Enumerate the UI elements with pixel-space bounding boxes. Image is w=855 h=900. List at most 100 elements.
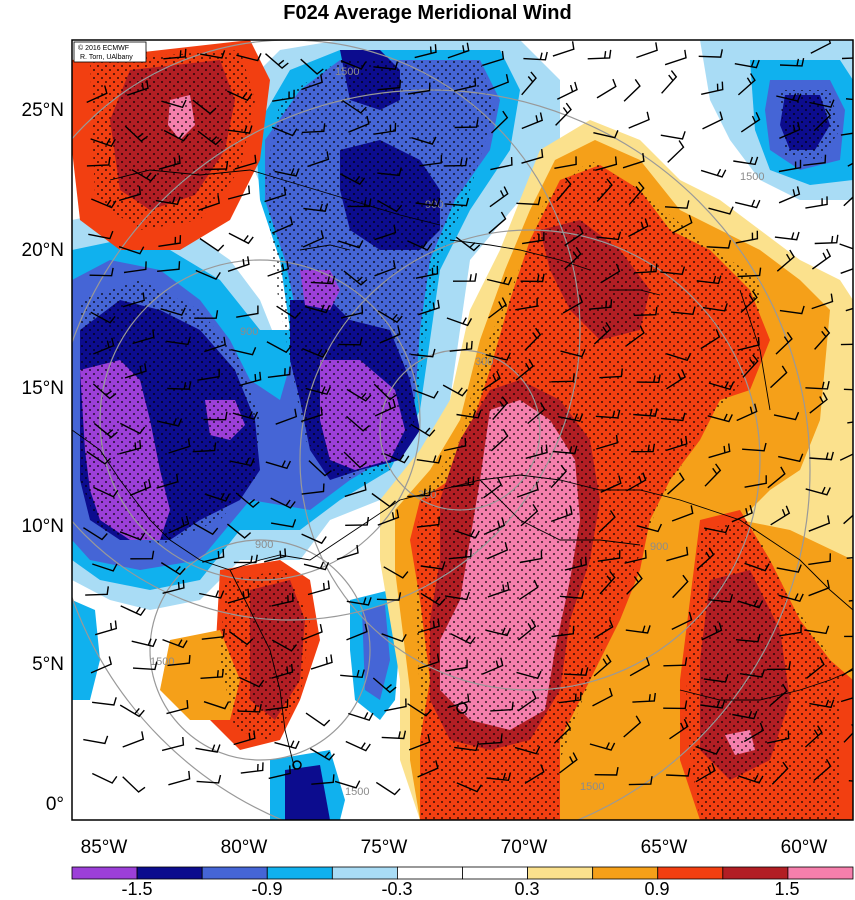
wind-barb [227, 588, 250, 604]
lon-label-80w: 80°W [221, 837, 268, 858]
wind-barb [596, 178, 613, 202]
wind-barb [840, 697, 853, 703]
wind-barb [844, 635, 853, 638]
wind-barb [455, 236, 481, 252]
wind-barb [276, 305, 302, 320]
wind-barb [622, 153, 645, 169]
wind-barb [410, 348, 436, 358]
wind-barb [708, 594, 734, 603]
wind-barb [379, 326, 401, 344]
wind-barb [414, 44, 437, 59]
wind-barb [377, 310, 403, 324]
wind-barb [236, 53, 262, 62]
credit-line-2: R. Torn, UAlbany [80, 54, 133, 61]
ring-label-900-c: 900 [650, 541, 668, 553]
wind-barb [839, 243, 853, 250]
wind-barb [228, 232, 254, 245]
colorbar-swatch-4 [331, 866, 398, 880]
wind-barb [666, 546, 689, 562]
wind-barb [334, 780, 361, 789]
wind-barb [698, 49, 723, 58]
wind-barb [736, 403, 758, 422]
wind-barb [633, 408, 658, 417]
wind-barb [204, 336, 226, 353]
wind-barb [631, 443, 656, 453]
wind-barb [454, 119, 479, 129]
wind-barb [342, 100, 367, 114]
wind-barb [811, 248, 832, 270]
wind-barb [636, 523, 663, 533]
wind-barb [517, 618, 537, 641]
wind-barb [268, 765, 291, 780]
longitude-labels: 85°W 80°W 75°W 70°W 65°W 60°W [81, 837, 828, 858]
stipple-northeast [780, 90, 840, 160]
wind-barb [665, 435, 688, 452]
wind-barb [672, 574, 689, 599]
wind-barb [628, 218, 649, 238]
wind-barb [553, 721, 572, 744]
wind-barb [624, 549, 647, 564]
wind-barb [843, 514, 853, 525]
wind-barb [92, 383, 117, 400]
wind-barb [227, 185, 251, 200]
wind-barb [670, 306, 696, 316]
wind-barb [123, 261, 147, 274]
wind-barb [811, 293, 834, 310]
wind-barb [235, 492, 260, 509]
wind-barb [666, 369, 686, 390]
colorbar-swatch-9 [657, 866, 724, 880]
wind-field: 300 300 900 900 900 900 1500 1500 1500 1… [72, 40, 853, 820]
wind-barb [411, 136, 437, 145]
wind-barb [839, 453, 853, 461]
wind-barb [843, 196, 853, 207]
colorbar-swatch-6 [462, 866, 528, 880]
wind-barb [661, 70, 678, 94]
wind-barb [695, 762, 716, 783]
wind-barb [310, 275, 336, 285]
wind-barb [445, 659, 468, 672]
wind-barb [483, 517, 506, 536]
wind-barb [199, 590, 225, 599]
stipple-center [415, 160, 760, 820]
wind-barb [766, 661, 791, 671]
wind-barb [593, 322, 612, 345]
colorbar-labels: -1.5 -0.9 -0.3 0.3 0.9 1.5 [121, 879, 799, 899]
wind-barb [377, 509, 400, 526]
wind-barb [708, 443, 731, 459]
wind-barb [743, 722, 765, 743]
wind-barb [597, 550, 621, 562]
wind-barb [660, 412, 686, 422]
wind-barb [479, 734, 503, 745]
wind-barb [805, 380, 830, 390]
wind-barb [311, 774, 335, 785]
wind-barb [779, 121, 801, 139]
wind-barb [93, 486, 119, 498]
wind-barb [738, 774, 764, 784]
wind-barb [487, 581, 510, 598]
colorbar-swatch-0 [71, 866, 138, 880]
wind-barb [558, 752, 578, 774]
wind-barb [628, 181, 645, 206]
wind-barb [92, 563, 118, 572]
lat-label-10n: 10°N [22, 516, 64, 537]
wind-barb [564, 556, 587, 571]
wind-barb [132, 329, 155, 345]
wind-barb [163, 48, 187, 60]
wind-barb [417, 618, 440, 634]
lon-label-65w: 65°W [641, 837, 688, 858]
wind-barb [840, 132, 853, 136]
wind-barb [490, 428, 509, 452]
lat-label-0: 0° [46, 794, 64, 815]
wind-barb [420, 561, 446, 570]
wind-barb [739, 669, 766, 678]
wind-barb [126, 80, 149, 96]
wind-barb [599, 368, 623, 379]
wind-barb [265, 699, 289, 711]
wind-barb [271, 663, 294, 679]
wind-barb [196, 774, 222, 784]
wind-barb [556, 81, 578, 100]
wind-barb [447, 693, 470, 709]
wind-barb [408, 733, 431, 751]
wind-barb [227, 256, 250, 272]
wind-barb [119, 440, 142, 455]
